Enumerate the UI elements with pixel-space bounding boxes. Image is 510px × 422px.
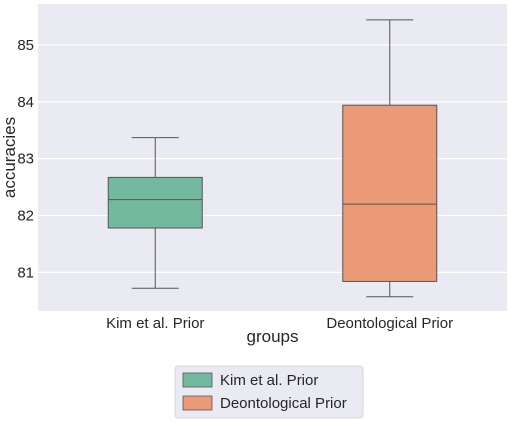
y-tick-label: 81 — [17, 264, 34, 281]
x-tick-label: Deontological Prior — [326, 315, 453, 332]
legend-label: Kim et al. Prior — [220, 372, 318, 389]
legend-swatch — [182, 372, 213, 388]
legend-label: Deontological Prior — [220, 395, 347, 412]
box-iqr — [107, 176, 203, 229]
y-tick-label: 85 — [17, 37, 34, 54]
x-tick-label: Kim et al. Prior — [106, 315, 204, 332]
y-tick-label: 84 — [17, 94, 34, 111]
boxes-layer — [107, 19, 438, 298]
legend-frame — [174, 365, 364, 419]
box-kim-et-al-prior — [107, 137, 203, 289]
x-axis-label: groups — [247, 327, 299, 346]
y-axis-label: accuracies — [0, 117, 19, 198]
legend-swatch — [182, 395, 213, 411]
y-tick-label: 82 — [17, 207, 34, 224]
box-iqr — [342, 104, 438, 282]
box-deontological-prior — [342, 19, 438, 298]
x-tick-labels: Kim et al. Prior Deontological Prior — [106, 315, 453, 332]
y-tick-label: 83 — [17, 151, 34, 168]
legend: Kim et al. Prior Deontological Prior — [174, 365, 364, 419]
y-tick-labels: 81 82 83 84 85 — [17, 37, 34, 281]
